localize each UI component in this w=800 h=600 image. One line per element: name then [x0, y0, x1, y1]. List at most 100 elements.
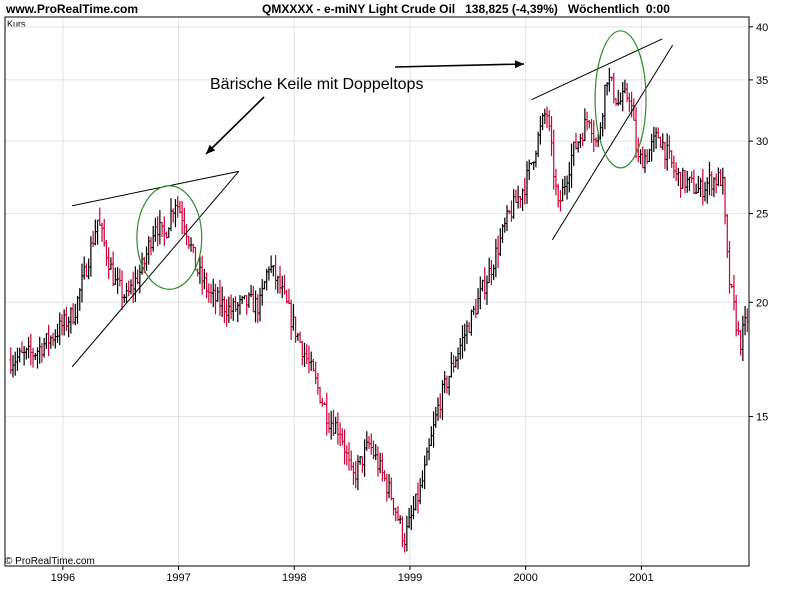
ohlc-bar	[91, 230, 95, 248]
ohlc-bar	[460, 325, 464, 359]
double-top-ellipse	[594, 30, 647, 169]
annotation-arrows	[205, 60, 525, 155]
ohlc-bar	[267, 266, 271, 281]
ohlc-bar	[545, 106, 549, 129]
ohlc-bar	[249, 284, 253, 298]
ohlc-bar	[18, 347, 22, 363]
ohlc-bar	[723, 176, 727, 225]
ohlc-bar	[674, 162, 678, 181]
ohlc-bar	[169, 198, 173, 232]
site-label[interactable]: www.ProRealTime.com	[6, 2, 139, 16]
ohlc-bar	[701, 168, 705, 206]
ohlc-bar	[151, 225, 155, 252]
wedge-trendline	[72, 170, 239, 207]
ohlc-bar	[667, 135, 671, 159]
ohlc-bar	[205, 272, 209, 299]
ohlc-bar	[47, 324, 51, 357]
ohlc-bar	[67, 316, 71, 338]
ohlc-bar	[58, 312, 62, 346]
ohlc-bar	[587, 120, 591, 129]
ohlc-bar	[218, 279, 222, 316]
ohlc-bar	[349, 450, 353, 471]
ohlc-bar	[527, 159, 531, 181]
ohlc-bar	[449, 351, 453, 378]
ohlc-bar	[710, 171, 714, 197]
ohlc-bar	[696, 175, 700, 194]
ohlc-bar	[354, 461, 358, 489]
y-tick-label: 40	[756, 22, 768, 34]
ohlc-bar	[298, 331, 302, 343]
ohlc-bar	[405, 515, 409, 552]
ohlc-bar	[325, 392, 329, 436]
ohlc-bar	[116, 267, 120, 294]
ohlc-bar	[487, 257, 491, 284]
ohlc-bar	[741, 315, 745, 362]
ohlc-bar	[260, 279, 264, 306]
ohlc-bar	[64, 306, 68, 331]
ohlc-bar	[289, 299, 293, 341]
ohlc-bar	[679, 172, 683, 198]
ohlc-bar	[303, 342, 307, 367]
y-tick-label: 20	[756, 297, 768, 309]
ohlc-bar	[363, 439, 367, 477]
ohlc-bar	[38, 336, 42, 364]
ohlc-bar	[73, 303, 77, 326]
ohlc-bar	[251, 285, 255, 313]
arrow	[205, 96, 265, 155]
ohlc-bar	[320, 397, 324, 407]
ohlc-bar	[467, 321, 471, 333]
ohlc-bar	[714, 173, 718, 194]
ohlc-bar	[414, 493, 418, 511]
ohlc-bar	[739, 329, 743, 356]
ohlc-bar	[296, 332, 300, 341]
ohlc-bar	[113, 267, 117, 285]
ohlc-bar	[572, 141, 576, 167]
ohlc-bar	[469, 309, 473, 336]
ohlc-bar	[670, 150, 674, 168]
trendlines	[71, 38, 674, 368]
ohlc-bar	[358, 456, 362, 465]
ohlc-bar	[13, 351, 17, 376]
ohlc-bar	[29, 333, 33, 366]
ohlc-bar	[222, 296, 226, 324]
ohlc-bar	[654, 127, 658, 149]
ohlc-bar	[122, 294, 126, 304]
ohlc-bar	[627, 92, 631, 113]
ohlc-bar	[89, 236, 93, 277]
ohlc-bar	[387, 474, 391, 499]
ohlc-bar	[156, 216, 160, 247]
ohlc-bar	[343, 429, 347, 465]
ohlc-bar	[318, 386, 322, 404]
ohlc-bar	[254, 290, 258, 323]
ohlc-bar	[271, 265, 275, 277]
ohlc-bar	[69, 307, 73, 334]
ohlc-bar	[394, 507, 398, 522]
ohlc-bar	[481, 279, 485, 292]
ohlc-bar	[367, 435, 371, 450]
ohlc-bar	[543, 108, 547, 124]
ohlc-bar	[567, 161, 571, 193]
x-tick-label: 1999	[398, 572, 422, 584]
ohlc-bar	[100, 222, 104, 242]
ohlc-bar	[191, 243, 195, 254]
copyright: © ProRealTime.com	[5, 556, 95, 567]
ohlc-bar	[396, 505, 400, 522]
ohlc-bar	[256, 294, 260, 324]
ohlc-bar	[538, 115, 542, 145]
ohlc-bar	[690, 171, 694, 184]
ohlc-bar	[576, 141, 580, 153]
ohlc-bar	[305, 344, 309, 365]
ohlc-bar	[314, 361, 318, 385]
ohlc-bar	[547, 110, 551, 132]
double-top-ellipse	[136, 185, 203, 290]
ohlc-bar	[659, 136, 663, 148]
ohlc-bar	[238, 294, 242, 315]
ohlc-bar	[505, 205, 509, 232]
ohlc-bar	[345, 445, 349, 466]
ohlc-bar	[534, 150, 538, 168]
ohlc-bar	[521, 188, 525, 211]
ohlc-bar	[147, 236, 151, 265]
ohlc-bar	[489, 259, 493, 286]
ohlc-bar	[392, 497, 396, 516]
